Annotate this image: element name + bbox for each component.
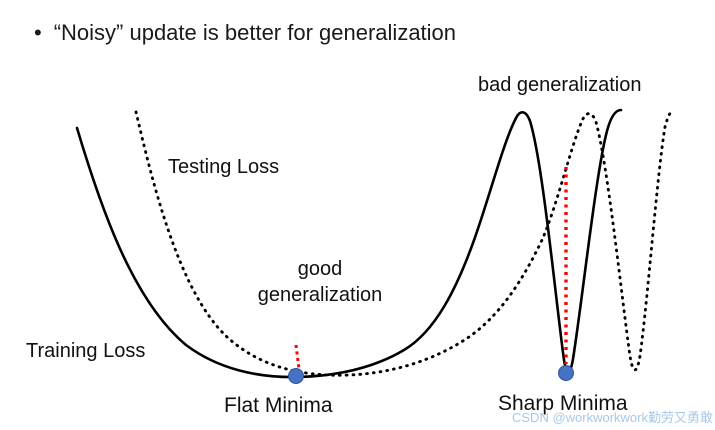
training-loss-label: Training Loss bbox=[26, 340, 146, 362]
sharp-minima-dot bbox=[558, 365, 574, 381]
testing-loss-curve bbox=[134, 110, 674, 377]
bad-generalization-label: bad generalization bbox=[478, 74, 642, 96]
training-loss-curve bbox=[75, 108, 623, 379]
sharp-minima-label: Sharp Minima bbox=[498, 392, 628, 415]
flat-minima-gap-line bbox=[294, 344, 301, 370]
flat-minima-label: Flat Minima bbox=[224, 394, 333, 417]
watermark: CSDN @workworkwork勤劳又勇敢 bbox=[512, 410, 713, 425]
good-generalization-label: good generalization bbox=[257, 258, 383, 306]
bullet-icon: • bbox=[34, 20, 42, 45]
testing-loss-label: Testing Loss bbox=[168, 156, 280, 178]
flat-minima-dot bbox=[288, 368, 304, 384]
slide-title: • “Noisy” update is better for generaliz… bbox=[34, 20, 456, 46]
slide-title-text: “Noisy” update is better for generalizat… bbox=[53, 20, 457, 45]
